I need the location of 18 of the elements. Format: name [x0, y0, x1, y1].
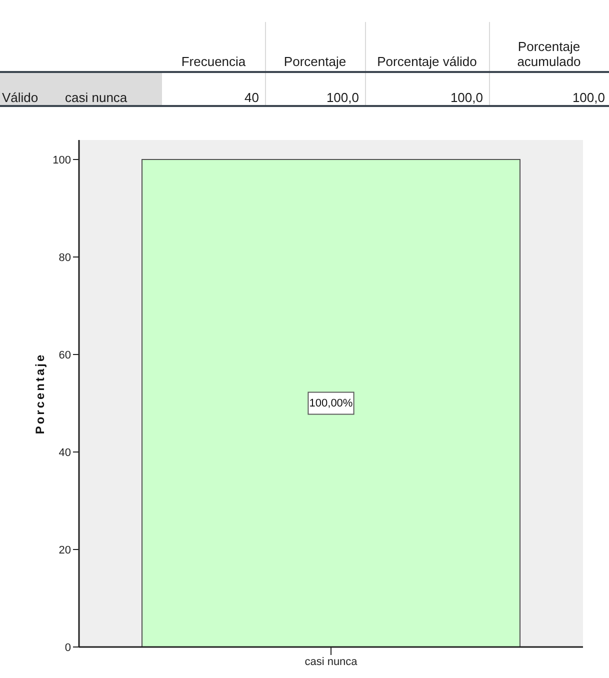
- y-tick-label: 100: [52, 154, 71, 166]
- text: 100,0: [450, 90, 483, 105]
- y-tick-label: 20: [58, 544, 71, 556]
- text: 100,0: [326, 90, 359, 105]
- text: Porcentaje acumulado: [517, 39, 581, 69]
- y-tick-label: 60: [58, 349, 71, 362]
- data-label: 100,00%: [309, 397, 353, 410]
- y-tick-label: 40: [58, 446, 71, 459]
- y-axis-title: Porcentaje: [33, 352, 47, 434]
- text: Válido: [2, 90, 38, 105]
- text: Frecuencia: [181, 54, 246, 69]
- text: 40: [244, 90, 259, 105]
- text: Porcentaje válido: [377, 54, 477, 69]
- text: casi nunca: [65, 90, 128, 105]
- y-tick-label: 0: [64, 642, 71, 654]
- y-tick-label: 80: [58, 252, 71, 264]
- text: Porcentaje: [284, 54, 346, 69]
- text: 100,0: [572, 90, 605, 105]
